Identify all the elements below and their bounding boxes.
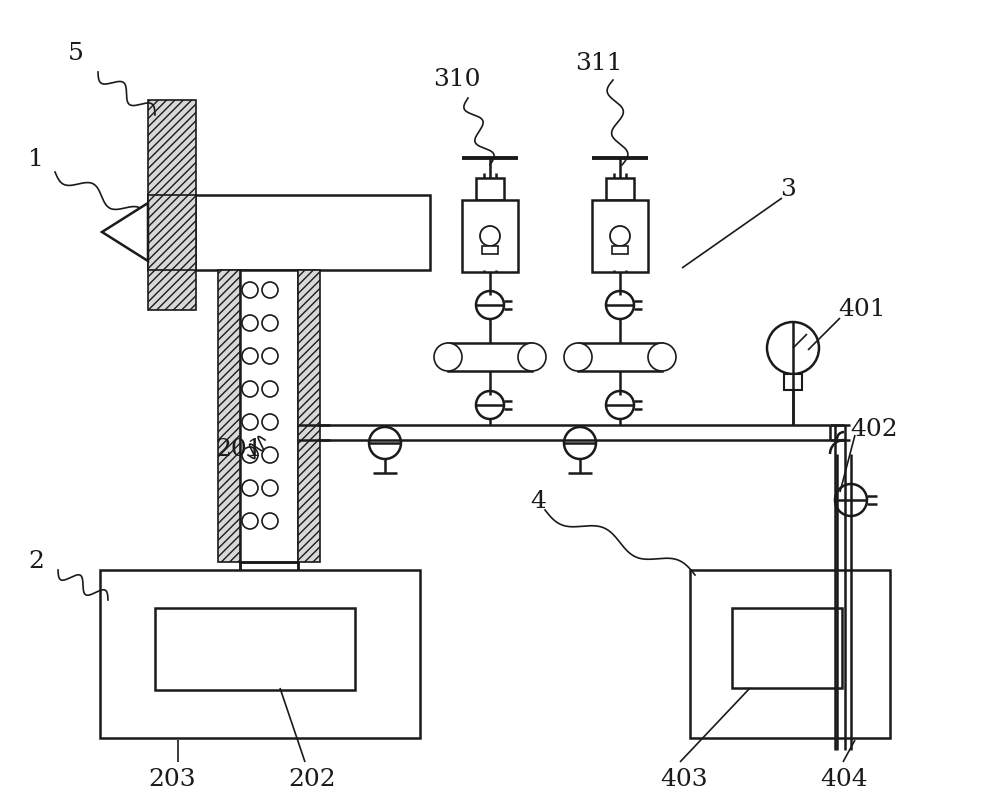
Circle shape bbox=[606, 291, 634, 319]
Bar bbox=[784, 374, 802, 390]
Circle shape bbox=[606, 391, 634, 419]
Circle shape bbox=[242, 414, 258, 430]
Text: 203: 203 bbox=[148, 768, 196, 791]
Circle shape bbox=[564, 343, 592, 371]
Circle shape bbox=[262, 513, 278, 529]
Circle shape bbox=[242, 480, 258, 496]
Text: 201: 201 bbox=[215, 438, 262, 461]
Polygon shape bbox=[102, 203, 148, 261]
Bar bbox=[578, 343, 662, 371]
Text: 3: 3 bbox=[780, 178, 796, 201]
Circle shape bbox=[262, 315, 278, 331]
Bar bbox=[240, 270, 298, 562]
Circle shape bbox=[518, 343, 546, 371]
Bar bbox=[218, 270, 240, 562]
Bar bbox=[298, 270, 320, 562]
Circle shape bbox=[262, 381, 278, 397]
Circle shape bbox=[480, 226, 500, 246]
Circle shape bbox=[262, 414, 278, 430]
Bar bbox=[448, 343, 532, 371]
Circle shape bbox=[476, 291, 504, 319]
Text: 5: 5 bbox=[68, 42, 84, 65]
Circle shape bbox=[767, 322, 819, 374]
Text: 1: 1 bbox=[28, 148, 44, 171]
Text: 402: 402 bbox=[850, 418, 898, 441]
Circle shape bbox=[242, 315, 258, 331]
Text: 401: 401 bbox=[838, 298, 886, 321]
Bar bbox=[612, 246, 628, 254]
Bar bbox=[148, 195, 196, 270]
Bar bbox=[476, 178, 504, 200]
Bar bbox=[100, 570, 420, 738]
Circle shape bbox=[242, 348, 258, 364]
Circle shape bbox=[262, 348, 278, 364]
Circle shape bbox=[610, 226, 630, 246]
Circle shape bbox=[564, 427, 596, 459]
Circle shape bbox=[262, 480, 278, 496]
Text: 4: 4 bbox=[530, 490, 546, 513]
Circle shape bbox=[242, 513, 258, 529]
Circle shape bbox=[242, 381, 258, 397]
Circle shape bbox=[369, 427, 401, 459]
Text: 404: 404 bbox=[820, 768, 868, 791]
Text: 202: 202 bbox=[288, 768, 336, 791]
Circle shape bbox=[242, 282, 258, 298]
Text: 311: 311 bbox=[575, 52, 622, 75]
Circle shape bbox=[476, 391, 504, 419]
Circle shape bbox=[835, 484, 867, 516]
Bar bbox=[155, 608, 355, 690]
Bar bbox=[690, 570, 890, 738]
Bar bbox=[732, 608, 842, 688]
Circle shape bbox=[262, 447, 278, 463]
Circle shape bbox=[262, 282, 278, 298]
Text: 403: 403 bbox=[660, 768, 708, 791]
Bar bbox=[482, 246, 498, 254]
Circle shape bbox=[434, 343, 462, 371]
Text: 310: 310 bbox=[433, 68, 480, 91]
Bar bbox=[148, 195, 430, 270]
Circle shape bbox=[648, 343, 676, 371]
Bar bbox=[462, 200, 518, 272]
Bar bbox=[148, 100, 196, 310]
Bar bbox=[606, 178, 634, 200]
Text: 2: 2 bbox=[28, 550, 44, 573]
Bar bbox=[592, 200, 648, 272]
Circle shape bbox=[242, 447, 258, 463]
